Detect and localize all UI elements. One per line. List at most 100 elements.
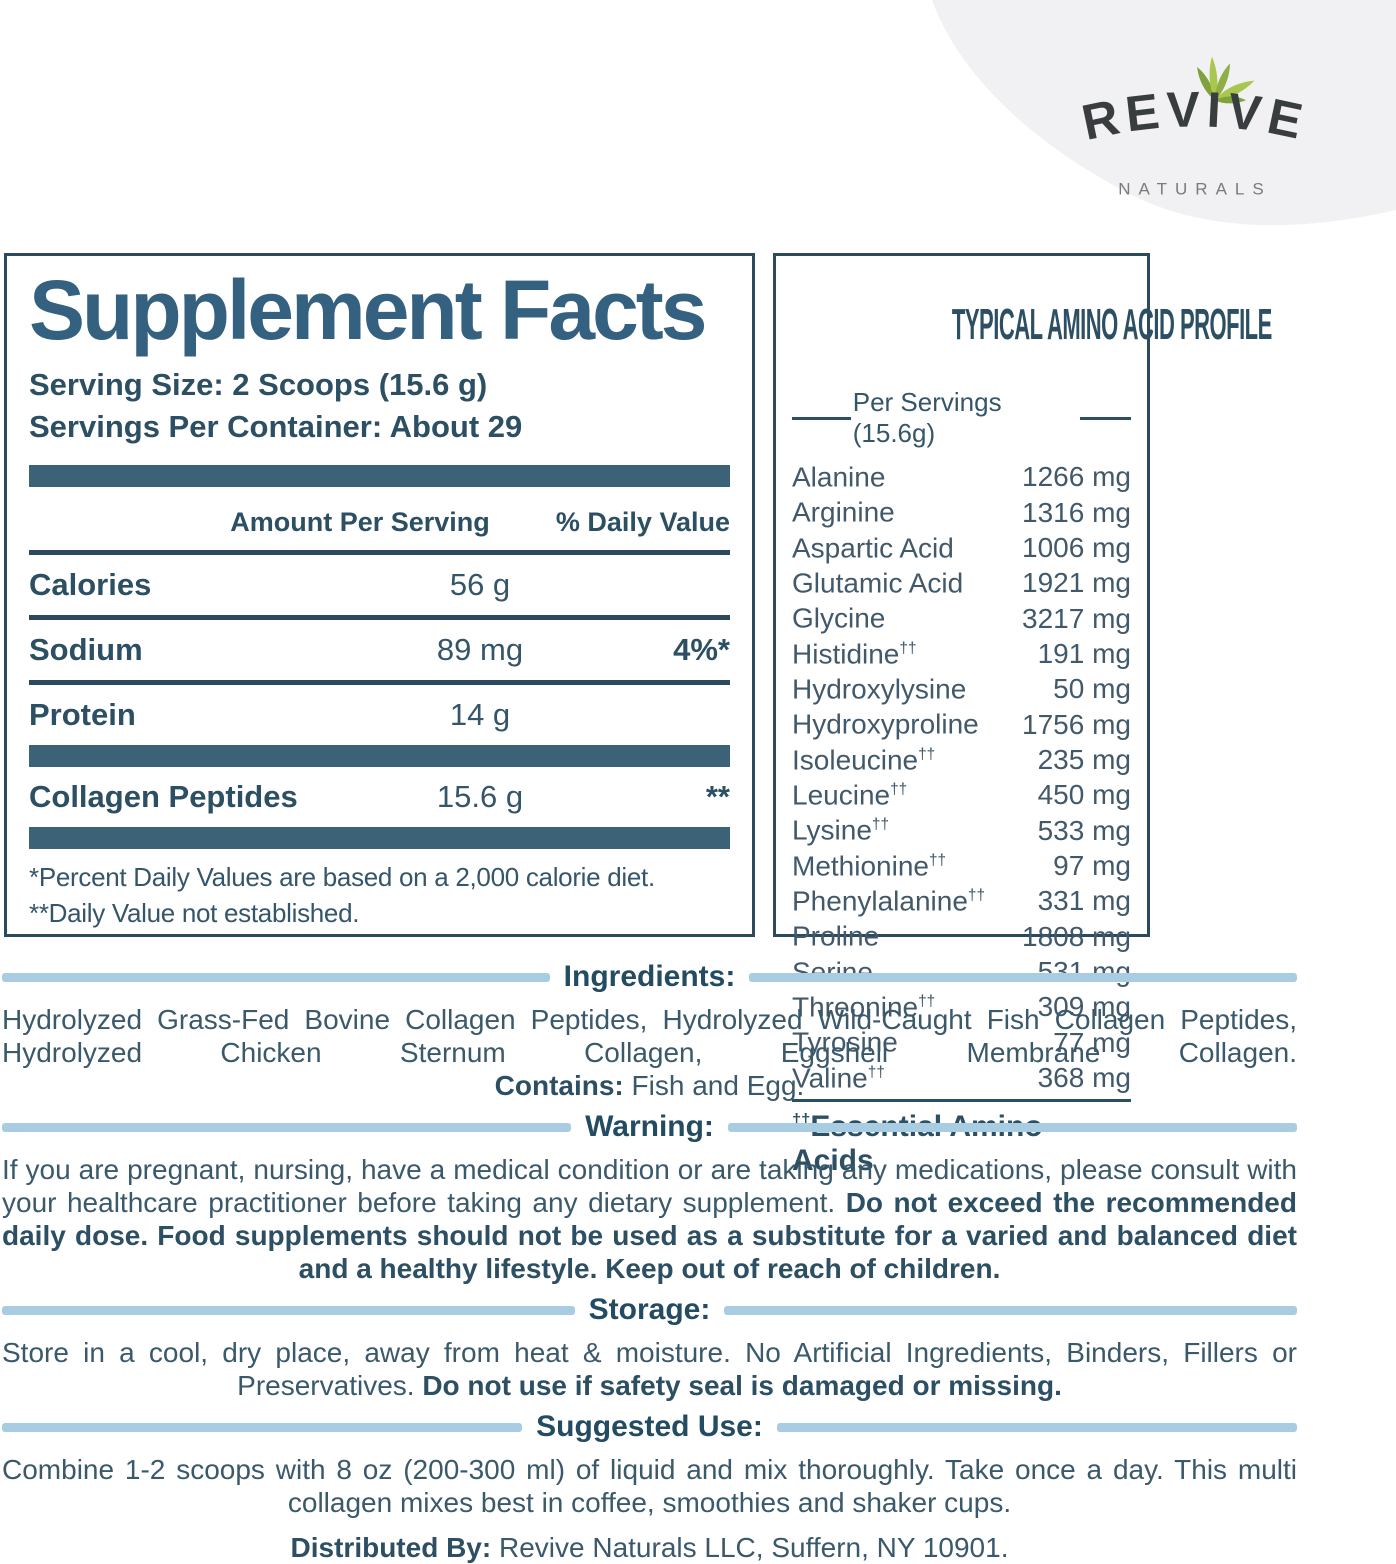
- amino-row: Lysine†† 533 mg: [792, 810, 1131, 845]
- heading-rule-right: [776, 1422, 1297, 1432]
- row-label: Calories: [29, 566, 152, 602]
- storage-heading: Storage:: [588, 1293, 711, 1326]
- amino-name: Methionine††: [792, 849, 947, 881]
- row-amount: 14 g: [449, 696, 511, 732]
- amino-value: 97 mg: [1053, 849, 1131, 881]
- contains-line: Contains: Fish and Egg.: [494, 1070, 805, 1101]
- divider-bar: [29, 826, 730, 849]
- suggested-use-heading: Suggested Use:: [536, 1410, 763, 1443]
- amino-row: Valine†† 368 mg: [792, 1058, 1131, 1093]
- subtitle-dash-right: [1079, 416, 1131, 420]
- amino-value: 533 mg: [1037, 814, 1131, 846]
- swoosh-shape: [932, 0, 1396, 226]
- separator: [29, 549, 730, 555]
- amino-row: Threonine†† 309 mg: [792, 987, 1131, 1022]
- subtitle-dash-left: [792, 416, 851, 420]
- amino-name: Threonine††: [792, 991, 936, 1023]
- serving-size: Serving Size: 2 Scoops (15.6 g): [29, 366, 488, 402]
- amino-profile-title: TYPICAL AMINO ACID PROFILE: [951, 299, 1272, 349]
- logo-subbrand-text: NATURALS: [1118, 180, 1271, 199]
- heading-rule-right: [749, 972, 1297, 982]
- heading-rule-right: [724, 1305, 1297, 1315]
- amino-row: Proline 1808 mg: [792, 916, 1131, 951]
- amino-value: 1266 mg: [1022, 461, 1131, 493]
- storage-heading-row: Storage:: [2, 1293, 1297, 1327]
- amino-value: 1316 mg: [1022, 496, 1131, 528]
- row-daily-value: 4%*: [673, 631, 730, 667]
- amino-value: 309 mg: [1037, 991, 1131, 1023]
- row-label: Collagen Peptides: [29, 778, 298, 814]
- amino-row: Tyrosine 77 mg: [792, 1022, 1131, 1057]
- facts-row-collagen-peptides: Collagen Peptides 15.6 g **: [29, 767, 730, 827]
- row-amount: 89 mg: [436, 631, 524, 667]
- amino-name: Isoleucine††: [792, 743, 936, 775]
- amino-name: Hydroxylysine: [792, 673, 967, 705]
- amino-row: Arginine 1316 mg: [792, 492, 1131, 527]
- amino-name: Aspartic Acid: [792, 532, 954, 564]
- heading-rule-left: [2, 1305, 575, 1315]
- amino-name: Hydroxyproline: [792, 708, 979, 740]
- amino-name: Alanine: [792, 461, 886, 493]
- leaf-icon: [1197, 56, 1255, 104]
- facts-row-calories: Calories 56 g: [29, 555, 730, 615]
- amino-row: Hydroxyproline 1756 mg: [792, 704, 1131, 739]
- amino-row: Alanine 1266 mg: [792, 457, 1131, 492]
- amino-value: 77 mg: [1053, 1026, 1131, 1058]
- amino-name: Glutamic Acid: [792, 567, 964, 599]
- amino-row: Methionine†† 97 mg: [792, 846, 1131, 881]
- amino-profile-subtitle-row: Per Servings (15.6g): [792, 387, 1131, 449]
- amino-row: Phenylalanine†† 331 mg: [792, 881, 1131, 916]
- ingredients-heading-row: Ingredients:: [2, 960, 1297, 994]
- info-sections: Ingredients: Hydrolyzed Grass-Fed Bovine…: [0, 952, 1297, 1564]
- row-label: Protein: [29, 696, 136, 732]
- divider-bar: [29, 744, 730, 767]
- amino-name: Histidine††: [792, 638, 917, 669]
- separator: [29, 679, 730, 685]
- amino-name: Phenylalanine††: [792, 885, 986, 917]
- amino-row: Aspartic Acid 1006 mg: [792, 528, 1131, 563]
- amino-name: Lysine††: [792, 814, 890, 846]
- facts-footnote-1: *Percent Daily Values are based on a 2,0…: [29, 861, 655, 892]
- amino-profile-subtitle: Per Servings (15.6g): [852, 387, 1002, 449]
- heading-rule-left: [2, 1122, 572, 1132]
- warning-heading: Warning:: [585, 1110, 714, 1143]
- revive-naturals-logo: REVIVE NATURALS: [1077, 56, 1307, 199]
- background-swoosh: [932, 0, 1396, 226]
- amino-value: 1921 mg: [1022, 567, 1131, 599]
- amino-name: Proline: [792, 920, 880, 952]
- facts-header-row: Amount Per Serving % Daily Value: [29, 487, 730, 550]
- amino-value: 50 mg: [1053, 673, 1131, 705]
- warning-heading-row: Warning:: [2, 1110, 1297, 1144]
- amino-row: Isoleucine†† 235 mg: [792, 740, 1131, 775]
- amino-value: 191 mg: [1037, 638, 1131, 669]
- amino-name: Leucine††: [792, 779, 908, 811]
- amino-name: Tyrosine: [792, 1026, 898, 1058]
- amino-name: Glycine: [792, 602, 886, 634]
- supplement-facts-title: Supplement Facts: [29, 263, 707, 357]
- servings-per-container: Servings Per Container: About 29: [29, 408, 523, 444]
- amino-name: Valine††: [792, 1061, 885, 1093]
- distributed-by-line: Distributed By: Revive Naturals LLC, Suf…: [290, 1532, 1009, 1563]
- row-amount: 15.6 g: [436, 778, 524, 814]
- header-amount-per-serving: Amount Per Serving: [230, 506, 490, 537]
- amino-value: 368 mg: [1037, 1061, 1131, 1093]
- amino-value: 1756 mg: [1022, 708, 1131, 740]
- row-label: Sodium: [29, 631, 143, 667]
- storage-body: Store in a cool, dry place, away from he…: [2, 1337, 1297, 1401]
- amino-row: Leucine†† 450 mg: [792, 775, 1131, 810]
- amino-acid-profile-panel: TYPICAL AMINO ACID PROFILE Per Servings …: [773, 253, 1272, 1177]
- amino-row: Histidine†† 191 mg: [792, 634, 1131, 669]
- amino-value: 1006 mg: [1022, 532, 1131, 564]
- row-daily-value: **: [705, 778, 730, 814]
- amino-row: Glutamic Acid 1921 mg: [792, 563, 1131, 598]
- heading-rule-left: [2, 972, 550, 982]
- amino-value: 1808 mg: [1022, 920, 1131, 952]
- separator: [29, 614, 730, 620]
- suggested-use-heading-row: Suggested Use:: [2, 1410, 1297, 1444]
- amino-value: 450 mg: [1037, 779, 1131, 811]
- suggested-use-body: Combine 1-2 scoops with 8 oz (200-300 ml…: [2, 1454, 1297, 1518]
- facts-row-sodium: Sodium 89 mg 4%*: [29, 620, 730, 680]
- warning-body: If you are pregnant, nursing, have a med…: [2, 1154, 1297, 1284]
- heading-rule-left: [2, 1422, 523, 1432]
